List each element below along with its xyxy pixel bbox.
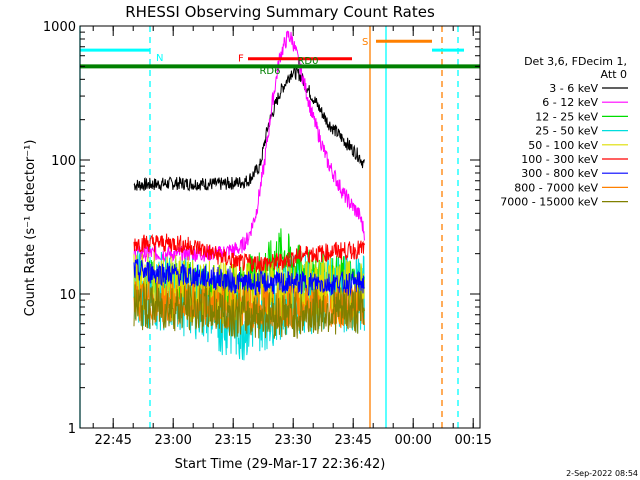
segment-label: S (362, 37, 368, 48)
x-tick-label: 00:00 (394, 433, 431, 448)
legend-label: 3 - 6 keV (549, 82, 598, 95)
x-tick-label: 23:30 (274, 433, 311, 448)
legend-label: 7000 - 15000 keV (500, 196, 598, 209)
legend-label: 12 - 25 keV (535, 110, 598, 123)
x-tick-label: 00:15 (454, 433, 491, 448)
segment-label: F (238, 54, 244, 65)
axes: 1 10 100 1000 22:45 23:00 23:15 23:30 23:45 00:00… (43, 20, 492, 448)
segment-label: N (156, 53, 163, 64)
legend-label: 800 - 7000 keV (514, 181, 598, 194)
y-tick-label: 1000 (43, 20, 76, 35)
x-tick-label: 22:45 (94, 433, 131, 448)
x-axis-label: Start Time (29-Mar-17 22:36:42) (175, 457, 386, 472)
annotation-label: RD6 (259, 66, 280, 77)
series-line (133, 66, 365, 192)
plot-frame (79, 25, 481, 429)
series-line (133, 233, 365, 273)
footer-date: 2-Sep-2022 08:54 (566, 469, 638, 478)
series-line (133, 258, 365, 297)
y-tick-label: 1 (68, 422, 76, 437)
x-tick-label: 23:45 (334, 433, 371, 448)
x-tick-label: 23:00 (154, 433, 191, 448)
legend-label: 6 - 12 keV (542, 96, 598, 109)
annotation-label: RD0 (297, 56, 318, 67)
chart-title: RHESSI Observing Summary Count Rates (125, 3, 435, 21)
legend-header: Det 3,6, FDecim 1, (524, 55, 627, 68)
plot-area: F N S RD6 RD0 (79, 26, 480, 428)
legend-label: 50 - 100 keV (528, 139, 598, 152)
series-line (133, 30, 365, 263)
legend-label: 300 - 800 keV (521, 167, 598, 180)
x-tick-label: 23:15 (214, 433, 251, 448)
series-line (133, 283, 365, 339)
y-tick-label: 100 (51, 154, 76, 169)
y-tick-label: 10 (59, 288, 76, 303)
y-axis-label: Count Rate (s⁻¹ detector⁻¹) (23, 140, 38, 317)
legend-header: Att 0 (601, 68, 627, 81)
legend-label: 100 - 300 keV (521, 153, 598, 166)
legend-label: 25 - 50 keV (535, 125, 598, 138)
